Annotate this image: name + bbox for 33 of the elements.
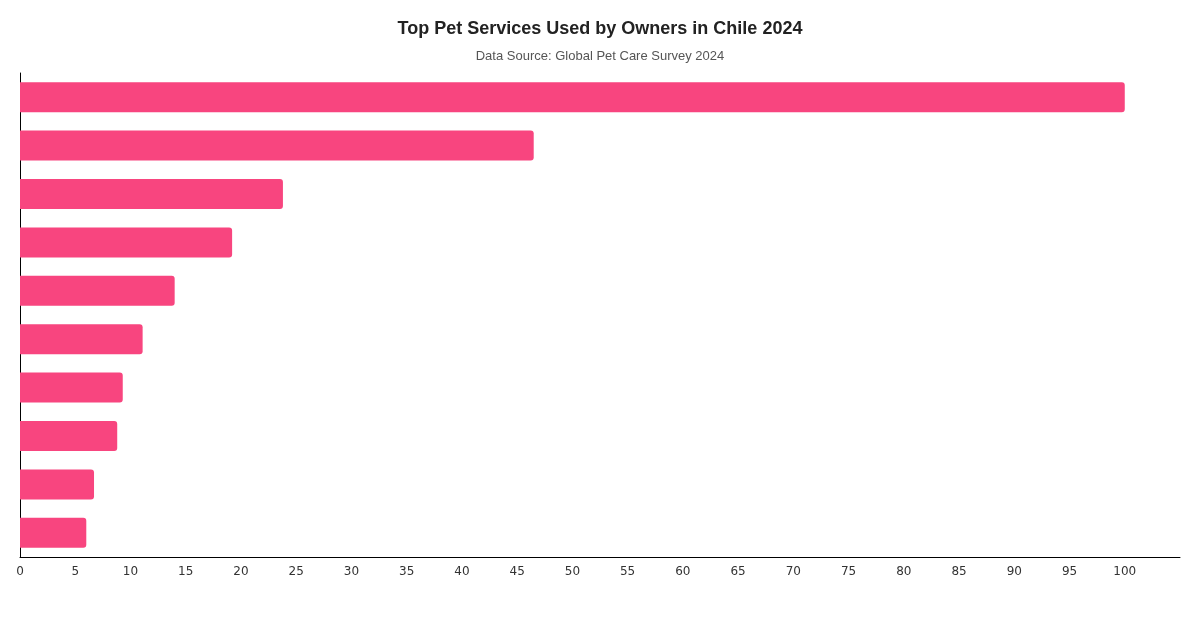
chart-title: Top Pet Services Used by Owners in Chile 2024 [397, 18, 803, 38]
x-tick-label: 35 [399, 564, 415, 578]
bar [20, 517, 87, 548]
x-tick-label: 65 [730, 564, 746, 578]
x-tick-label: 90 [1006, 564, 1022, 578]
x-tick-label: 25 [288, 564, 304, 578]
bar [20, 421, 118, 451]
x-tick-label: 80 [896, 564, 912, 578]
x-tick-label: 60 [675, 564, 691, 578]
x-tick-label: 15 [178, 564, 194, 578]
x-tick-label: 0 [16, 564, 24, 578]
x-tick-label: 10 [122, 564, 139, 578]
x-tick-label: 40 [454, 564, 470, 578]
x-tick-label: 20 [233, 564, 249, 578]
bar [20, 130, 534, 161]
bar [20, 82, 1125, 113]
chart-subtitle: Data Source: Global Pet Care Survey 2024 [475, 48, 725, 63]
bar [20, 372, 123, 403]
bar [20, 324, 143, 355]
x-tick-label: 75 [840, 564, 857, 578]
x-tick-label: 95 [1061, 564, 1078, 578]
x-tick-label: 45 [509, 564, 525, 578]
x-tick-label: 5 [71, 564, 80, 578]
x-tick-label: 55 [619, 564, 636, 578]
bar [20, 179, 283, 209]
x-tick-label: 30 [343, 564, 360, 578]
x-tick-label: 85 [951, 564, 967, 578]
bar [20, 227, 233, 258]
x-tick-label: 50 [564, 564, 581, 578]
bar [20, 469, 95, 500]
x-tick-label: 70 [785, 564, 801, 578]
bar [20, 275, 175, 306]
x-tick-label: 100 [1113, 564, 1137, 578]
